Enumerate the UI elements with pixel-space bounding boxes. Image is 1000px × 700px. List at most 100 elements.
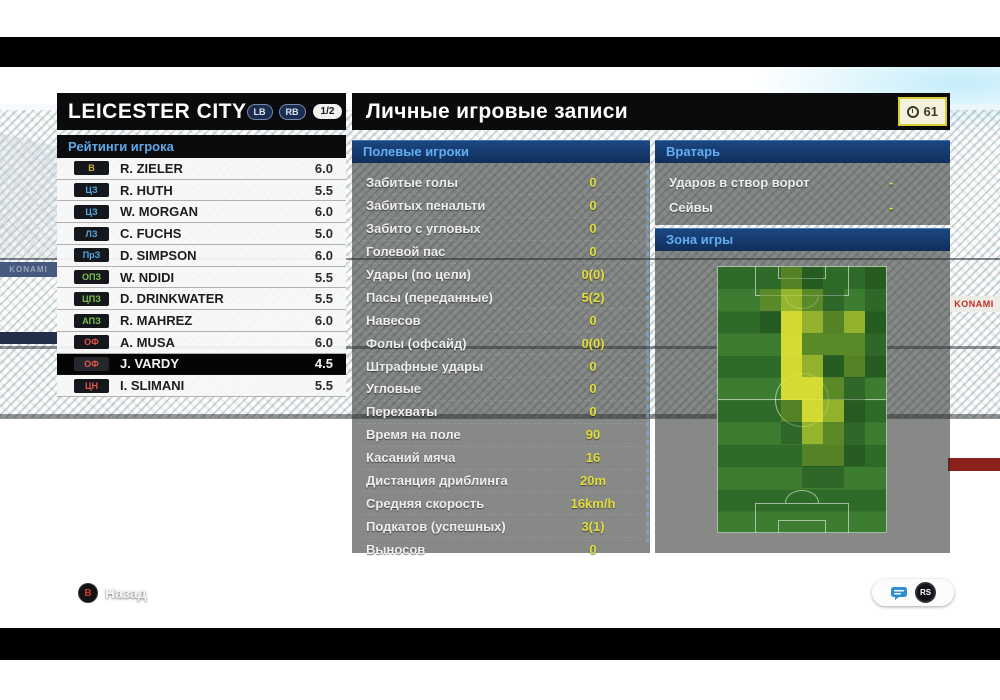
position-badge: ЦПЗ <box>74 291 109 306</box>
stats-scrollbar[interactable] <box>646 170 649 542</box>
back-hint[interactable]: B Назад <box>78 583 147 603</box>
heatmap-cell <box>781 510 802 532</box>
heatmap-cell <box>823 289 844 312</box>
heatmap-cell <box>739 289 760 311</box>
gk-stats-list: Ударов в створ ворот - Сейвы - <box>655 170 950 220</box>
player-row[interactable]: ОФ A. MUSA 6.0 <box>57 331 346 354</box>
stat-value: 5(2) <box>581 289 605 305</box>
heatmap-cell <box>802 267 823 290</box>
heatmap-cell <box>781 444 802 466</box>
field-stats-list: Забитые голы 0 Забитых пенальти 0 Забито с у… <box>352 172 650 560</box>
heatmap-cell <box>760 355 781 377</box>
heatmap-cell <box>823 510 844 532</box>
heatmap-cell <box>865 377 886 399</box>
heatmap-cell <box>718 377 739 399</box>
heatmap-cell <box>844 399 865 422</box>
heatmap-cell <box>781 488 802 510</box>
field-players-panel: Забитые голы 0 Забитых пенальти 0 Забито с у… <box>352 163 650 557</box>
stat-value: 0 <box>589 175 597 191</box>
heatmap-cell <box>781 267 802 290</box>
heatmap-cell <box>844 443 865 466</box>
heatmap-cell <box>739 267 760 289</box>
heatmap-cell <box>844 267 865 289</box>
heatmap-cell <box>844 377 865 400</box>
stat-label: Удары (по цели) <box>366 267 471 282</box>
stat-row: Сейвы - <box>661 195 942 220</box>
position-badge: ЛЗ <box>74 226 109 241</box>
heatmap-cell <box>865 488 886 510</box>
stat-row: Забито с угловых 0 <box>358 218 642 241</box>
stat-value: 0(0) <box>581 267 605 282</box>
heatmap-cell <box>865 466 886 488</box>
player-row[interactable]: ЦЗ W. MORGAN 6.0 <box>57 201 346 224</box>
heatmap-cell <box>844 355 865 378</box>
position-badge: ОФ <box>74 335 109 350</box>
heatmap-cell <box>760 444 781 466</box>
heatmap-cell <box>865 444 886 466</box>
rs-button[interactable]: RS <box>915 582 936 603</box>
player-rating: 5.0 <box>314 226 333 242</box>
heatmap-cell <box>781 311 802 334</box>
heatmap-cell <box>844 510 865 532</box>
heatmap-cell <box>718 311 739 333</box>
stat-value: 0 <box>589 541 597 557</box>
chat-bubble-icon[interactable] <box>890 586 908 600</box>
player-row[interactable]: ЦН I. SLIMANI 5.5 <box>57 375 346 398</box>
player-row[interactable]: ЛЗ C. FUCHS 5.0 <box>57 223 346 245</box>
player-row[interactable]: ЦПЗ D. DRINKWATER 5.5 <box>57 288 346 311</box>
player-row[interactable]: ЦЗ R. HUTH 5.5 <box>57 179 346 202</box>
player-row[interactable]: ОПЗ W. NDIDI 5.5 <box>57 266 346 289</box>
player-name: I. SLIMANI <box>120 378 185 394</box>
match-minute: 61 <box>923 104 938 119</box>
player-name: R. ZIELER <box>120 160 183 176</box>
letterbox-top <box>0 37 1000 67</box>
rb-button[interactable]: RB <box>278 103 306 120</box>
controls-pill: RS <box>872 579 954 606</box>
letterbox-bottom <box>0 628 1000 660</box>
player-row[interactable]: АПЗ R. MAHREZ 6.0 <box>57 310 346 332</box>
stat-label: Угловые <box>366 381 422 397</box>
heatmap-cell <box>760 510 781 532</box>
stat-row: Время на поле 90 <box>358 424 642 447</box>
stat-row: Подкатов (успешных) 3(1) <box>358 515 642 539</box>
player-name: C. FUCHS <box>120 226 182 242</box>
player-row[interactable]: ОФ J. VARDY 4.5 <box>57 353 346 376</box>
heatmap-cell <box>802 443 823 466</box>
stat-row: Удары (по цели) 0(0) <box>358 264 642 287</box>
player-row[interactable]: В R. ZIELER 6.0 <box>57 158 346 180</box>
stat-value: - <box>888 175 894 190</box>
player-name: W. NDIDI <box>120 269 175 285</box>
b-button-icon[interactable]: B <box>78 583 98 603</box>
heatmap-cell <box>781 377 802 400</box>
heatmap-cell <box>739 333 760 355</box>
goalkeeper-panel: Ударов в створ ворот - Сейвы - <box>655 163 950 225</box>
heatmap-cell <box>739 377 760 399</box>
stat-label: Фолы (офсайд) <box>366 335 467 351</box>
heatmap-cell <box>718 466 739 488</box>
heatmap-cell <box>739 422 760 444</box>
stat-row: Дистанция дриблинга 20m <box>358 470 642 493</box>
stat-value: 0 <box>589 358 597 374</box>
stat-value: 0 <box>589 244 597 260</box>
stat-label: Пасы (переданные) <box>366 289 493 305</box>
player-name: W. MORGAN <box>120 204 198 220</box>
heatmap-cell <box>760 400 781 422</box>
main-title-bar: Личные игровые записи 61 <box>352 93 950 130</box>
heatmap-cell <box>823 355 844 378</box>
heatmap-cell <box>802 311 823 334</box>
stat-value: 16km/h <box>570 495 616 511</box>
heatmap-cell <box>718 355 739 377</box>
stat-label: Время на поле <box>366 427 461 443</box>
match-clock-badge: 61 <box>897 97 947 126</box>
goalkeeper-header: Вратарь <box>655 140 950 163</box>
stat-label: Средняя скорость <box>366 495 485 511</box>
stat-row: Голевой пас 0 <box>358 241 642 264</box>
lb-button[interactable]: LB <box>246 103 273 120</box>
player-rating: 6.0 <box>314 313 333 328</box>
stat-value: 0 <box>589 198 597 214</box>
player-name: D. SIMPSON <box>120 247 197 263</box>
heatmap-cell <box>718 488 739 510</box>
ad-board-konami-right: KONAMI <box>948 296 1000 312</box>
player-row[interactable]: ПрЗ D. SIMPSON 6.0 <box>57 244 346 267</box>
stat-value: - <box>888 200 894 215</box>
